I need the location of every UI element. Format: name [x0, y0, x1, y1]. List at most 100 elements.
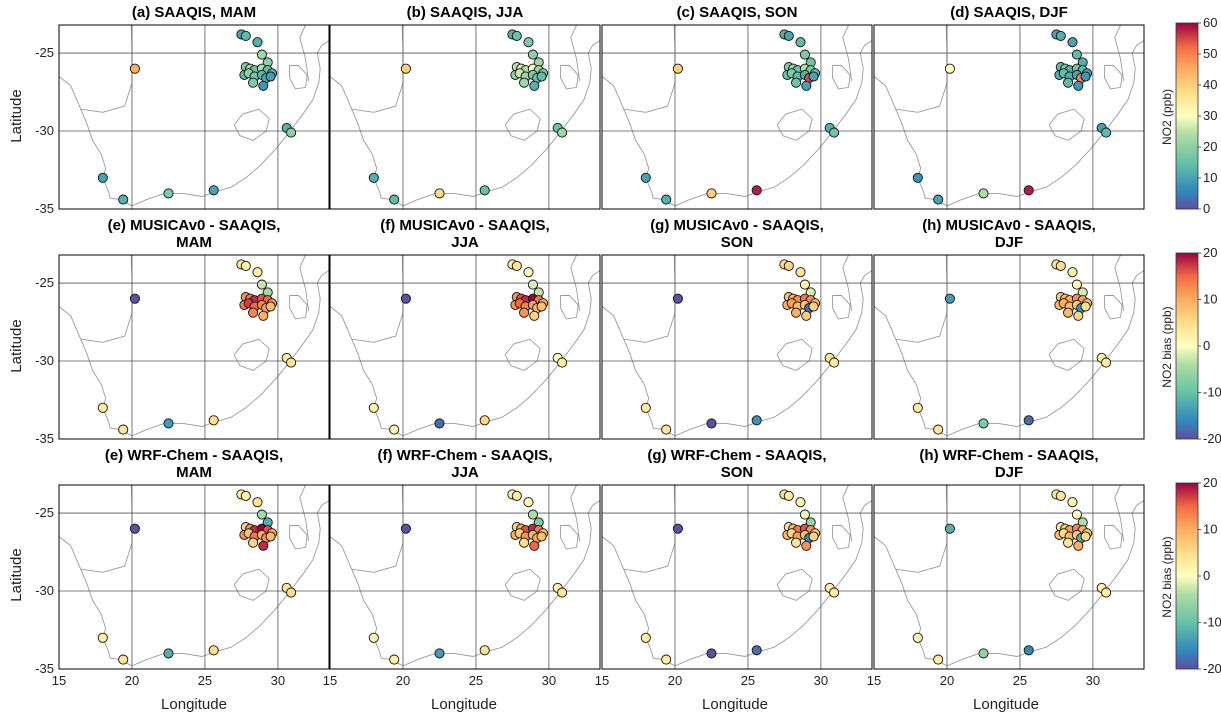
station-marker: [1063, 307, 1074, 318]
x-axis-label: Longitude: [161, 696, 227, 713]
longitude-tick-label: 15: [52, 673, 66, 688]
coastline: [602, 500, 872, 667]
station-marker: [479, 185, 490, 196]
station-marker: [163, 418, 174, 429]
map-panel: (h) MUSICAv0 - SAAQIS,DJF: [873, 217, 1145, 440]
coastline: [59, 40, 329, 207]
station-marker: [536, 531, 547, 542]
station-marker: [661, 654, 672, 665]
map-content: [330, 485, 600, 669]
station-marker: [944, 63, 955, 74]
station-marker: [523, 37, 534, 48]
station-marker: [808, 531, 819, 542]
country-border: [570, 255, 581, 312]
country-border: [570, 485, 581, 542]
colorbar-tick-label: 60: [1203, 15, 1217, 30]
longitude-tick-label: 25: [1013, 673, 1027, 688]
station-marker: [536, 71, 547, 82]
station-marker: [368, 632, 379, 643]
station-marker: [511, 260, 522, 271]
station-marker: [751, 415, 762, 426]
station-marker: [511, 30, 522, 41]
station-marker: [265, 71, 276, 82]
eswatini-border: [560, 65, 579, 90]
station-marker: [256, 279, 267, 290]
panel-title: (f) MUSICAv0 - SAAQIS,: [380, 217, 549, 234]
station-marker: [799, 509, 810, 520]
station-marker: [252, 267, 263, 278]
station-marker: [801, 310, 812, 321]
country-border: [842, 485, 853, 542]
station-marker: [640, 632, 651, 643]
station-marker: [519, 307, 530, 318]
longitude-tick-label: 20: [396, 673, 410, 688]
longitude-tick-label: 20: [940, 673, 954, 688]
coastline: [330, 500, 600, 667]
panel-title: (e) MUSICAv0 - SAAQIS,: [108, 217, 281, 234]
station-marker: [1067, 497, 1078, 508]
latitude-tick-label: -25: [35, 505, 54, 520]
map-content: [602, 25, 872, 209]
station-marker: [791, 537, 802, 548]
station-marker: [265, 531, 276, 542]
station-marker: [706, 648, 717, 659]
panel-title: DJF: [995, 464, 1023, 481]
panel-title: SON: [721, 234, 754, 251]
longitude-tick-label: 25: [469, 673, 483, 688]
map-frame: [58, 24, 330, 210]
map-panel: (f) MUSICAv0 - SAAQIS,JJA: [329, 217, 601, 440]
latitude-tick-label: -25: [35, 275, 54, 290]
station-marker: [248, 77, 259, 88]
lesotho-border: [776, 108, 813, 141]
country-border: [1114, 25, 1125, 82]
eswatini-border: [289, 65, 308, 90]
station-marker: [129, 63, 140, 74]
station-marker: [118, 194, 129, 205]
colorbar-label: NO2 bias (ppb): [1160, 306, 1174, 387]
station-marker: [1101, 587, 1112, 598]
map-frame: [873, 24, 1145, 210]
station-marker: [1101, 127, 1112, 138]
lesotho-border: [1048, 568, 1085, 601]
station-marker: [529, 80, 540, 91]
eswatini-border: [1104, 295, 1123, 320]
station-marker: [368, 172, 379, 183]
station-marker: [1055, 490, 1066, 501]
map-frame: [329, 484, 601, 670]
latitude-tick-label: -35: [35, 201, 54, 216]
latitude-tick-label: -30: [35, 353, 54, 368]
station-marker: [1101, 357, 1112, 368]
eswatini-border: [560, 295, 579, 320]
map-content: [59, 485, 329, 669]
station-marker: [434, 648, 445, 659]
station-marker: [1023, 645, 1034, 656]
coastline: [59, 270, 329, 437]
station-marker: [783, 490, 794, 501]
colorbar-tick-label: 10: [1203, 522, 1217, 537]
eswatini-border: [832, 295, 851, 320]
station-marker: [97, 632, 108, 643]
eswatini-border: [1104, 65, 1123, 90]
station-marker: [808, 71, 819, 82]
longitude-tick-label: 15: [867, 673, 881, 688]
station-marker: [1073, 310, 1084, 321]
map-content: [874, 485, 1144, 669]
panel-title: (d) SAAQIS, DJF: [950, 4, 1068, 21]
station-marker: [795, 37, 806, 48]
map-content: [330, 25, 600, 209]
colorbar-gradient: [1175, 22, 1199, 210]
station-marker: [706, 418, 717, 429]
station-marker: [933, 194, 944, 205]
station-marker: [795, 267, 806, 278]
longitude-tick-label: 20: [668, 673, 682, 688]
map-panel: (b) SAAQIS, JJA: [329, 4, 601, 210]
station-marker: [129, 523, 140, 534]
station-marker: [672, 523, 683, 534]
station-marker: [808, 301, 819, 312]
station-marker: [248, 307, 259, 318]
colorbar-tick-label: 0: [1203, 201, 1210, 216]
station-marker: [1067, 37, 1078, 48]
station-marker: [795, 497, 806, 508]
map-frame: [601, 254, 873, 440]
